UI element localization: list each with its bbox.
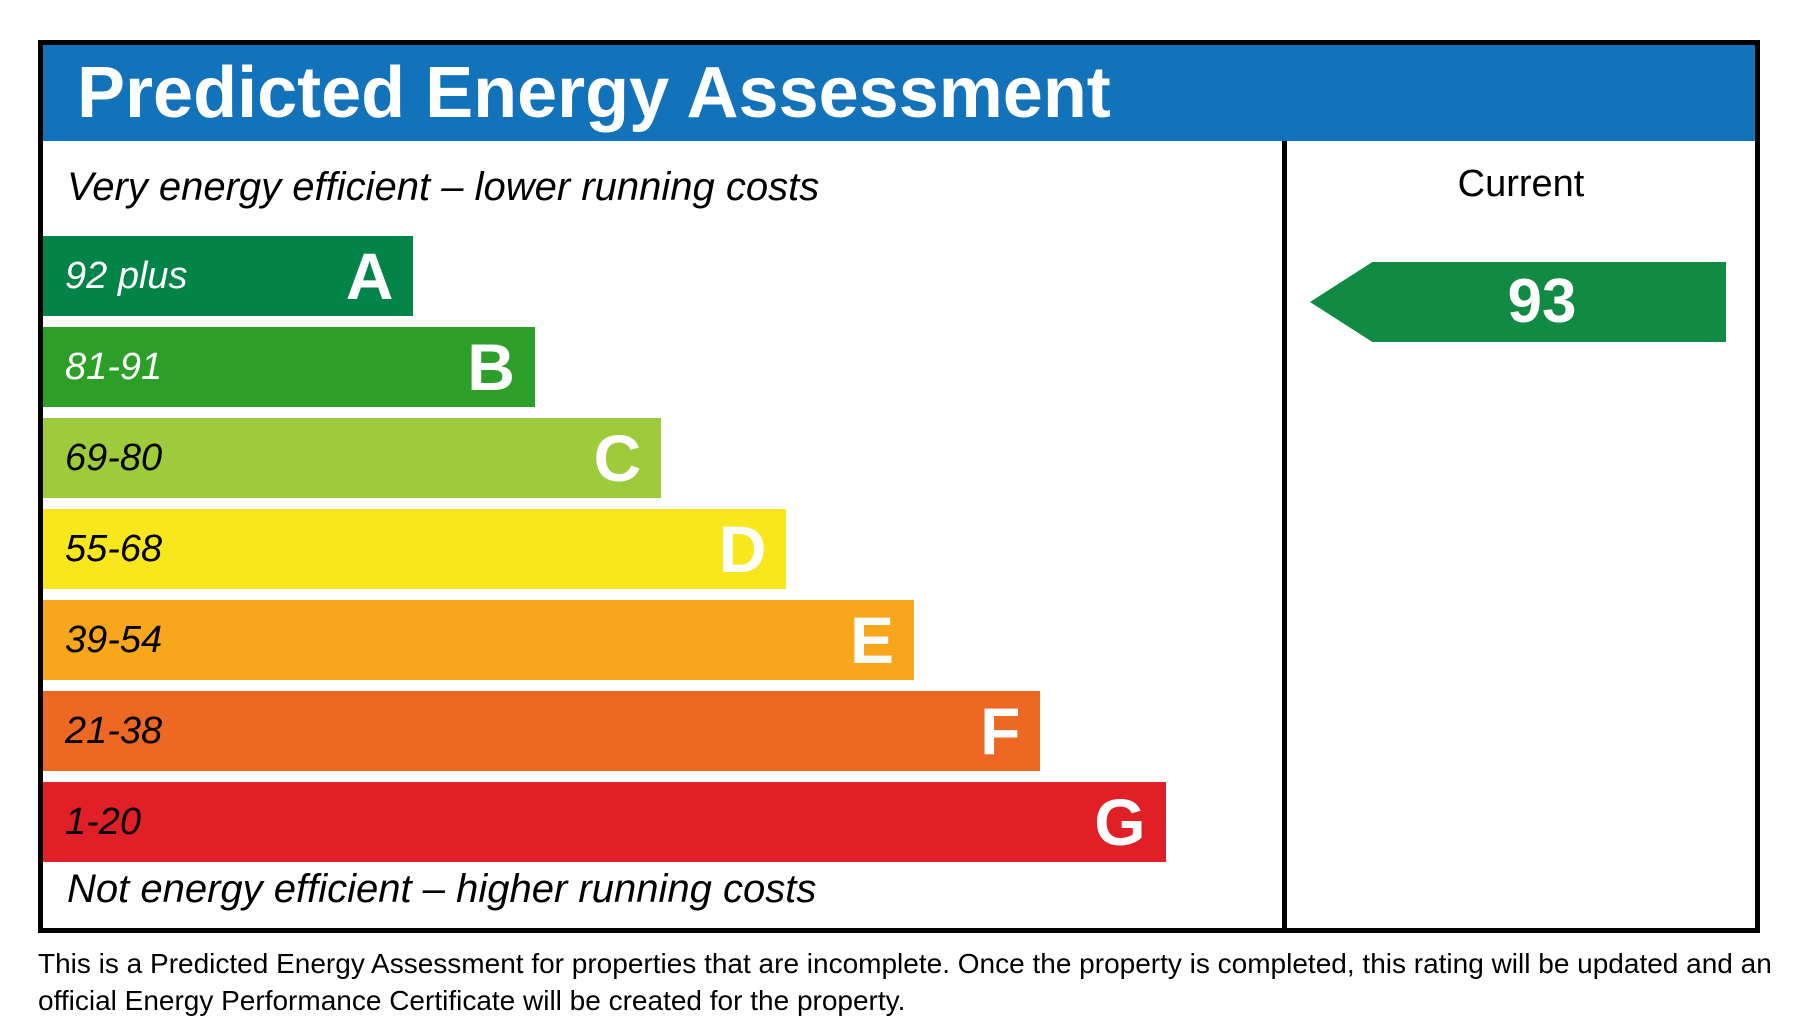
band-range-label: 21-38 <box>65 710 163 752</box>
caption-very-efficient: Very energy efficient – lower running co… <box>67 165 820 209</box>
band-a: 92 plus A <box>43 236 414 316</box>
band-letter: G <box>1094 785 1146 859</box>
rating-bands: 92 plus A 81-91 B 69-80 C 55-68 D 39-54 … <box>43 236 1282 862</box>
band-e: 39-54 E <box>43 600 915 680</box>
page-title: Predicted Energy Assessment <box>77 53 1111 133</box>
band-letter: B <box>467 330 515 404</box>
band-letter: C <box>593 421 642 495</box>
band-range-label: 39-54 <box>65 619 163 661</box>
band-g: 1-20 G <box>43 782 1166 862</box>
band-d: 55-68 D <box>43 509 787 589</box>
current-rating-arrow: 93 <box>1310 262 1726 342</box>
caption-not-efficient: Not energy efficient – higher running co… <box>67 867 817 911</box>
band-range-label: 69-80 <box>65 437 163 479</box>
band-letter: E <box>849 603 895 677</box>
footer-note: This is a Predicted Energy Assessment fo… <box>38 946 1772 1020</box>
rating-scale-panel: Very energy efficient – lower running co… <box>43 141 1282 928</box>
band-letter: A <box>345 239 394 313</box>
band-letter: D <box>718 512 767 586</box>
band-letter: F <box>980 694 1021 768</box>
band-b: 81-91 B <box>43 327 535 407</box>
title-bar: Predicted Energy Assessment <box>43 45 1755 141</box>
band-f: 21-38 F <box>43 691 1041 771</box>
band-range-label: 1-20 <box>65 801 142 843</box>
footer-line-2: official Energy Performance Certificate … <box>38 984 906 1016</box>
band-c: 69-80 C <box>43 418 662 498</box>
current-rating-panel: Current 93 <box>1282 141 1755 928</box>
current-rating-value: 93 <box>1507 267 1577 336</box>
footer-line-1: This is a Predicted Energy Assessment fo… <box>38 948 1772 979</box>
band-range-label: 92 plus <box>65 255 188 297</box>
current-column-header: Current <box>1457 163 1585 205</box>
band-range-label: 55-68 <box>65 528 163 570</box>
assessment-box: Predicted Energy Assessment Very energy … <box>38 40 1760 933</box>
band-range-label: 81-91 <box>65 346 163 388</box>
chart-body: Very energy efficient – lower running co… <box>43 141 1755 928</box>
